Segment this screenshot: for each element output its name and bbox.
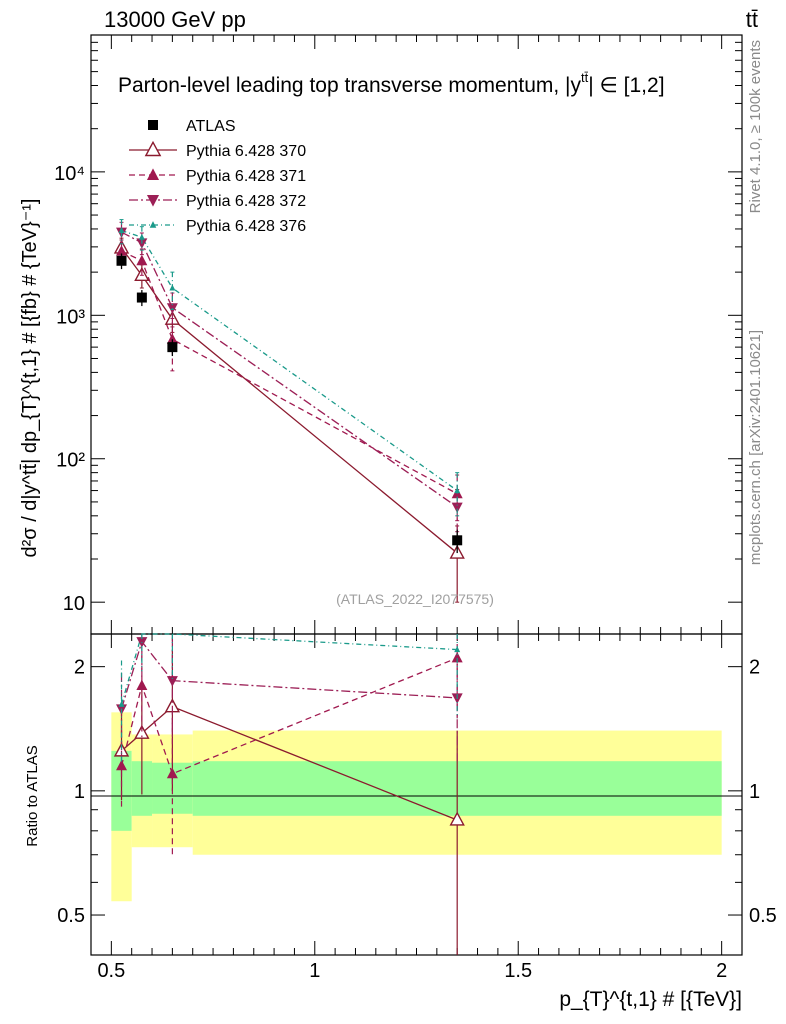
y-tick-label-ratio-left: 2	[74, 657, 85, 679]
data-point	[167, 342, 178, 353]
data-point	[116, 255, 127, 266]
ratio-line-2	[120, 657, 458, 775]
mcplots-label: mcplots.cern.ch [arXiv:2401.10621]	[747, 330, 764, 565]
ratio-point-2	[166, 767, 178, 779]
series-point-2	[116, 245, 128, 256]
x-axis-label: p_{T}^{t,1} # [{TeV}]	[559, 988, 742, 1011]
ratio-point-2	[136, 679, 148, 691]
legend-label-4: Pythia 6.428 376	[186, 218, 306, 235]
legend-label-2: Pythia 6.428 371	[186, 168, 306, 185]
series-point-4	[169, 284, 176, 291]
legend-marker-2	[146, 168, 160, 180]
series-point-2	[136, 254, 148, 266]
main-series-layer	[113, 219, 465, 603]
ratio-point-1	[449, 811, 465, 826]
y-axis-label-main: d²σ / d|y^tt̄| dp_{T}^{t,1} # [{fb} # {T…	[19, 199, 41, 558]
series-line-3	[121, 231, 458, 508]
ratio-series-layer	[113, 633, 465, 955]
ratio-point-1	[134, 724, 150, 739]
ratio-uncertainty-bands	[111, 712, 722, 902]
y-tick-label-main: 10⁴	[54, 163, 85, 185]
ratio-line-4	[120, 633, 458, 705]
y-tick-label-main: 10	[63, 593, 85, 615]
rivet-version-label: Rivet 4.1.0, ≥ 100k events	[747, 40, 764, 213]
y-tick-label-ratio-left: 0.5	[57, 905, 85, 927]
y-tick-label-main: 10²	[56, 450, 85, 472]
y-tick-label-ratio-right: 0.5	[749, 905, 777, 927]
ratio-line-3	[120, 640, 458, 710]
x-tick-label: 2	[716, 960, 727, 982]
x-tick-label: 1.5	[504, 960, 532, 982]
series-point-4	[138, 233, 145, 240]
y-tick-label-ratio-right: 2	[749, 657, 760, 679]
data-point	[136, 292, 147, 303]
axis-ticks: 10 10² 10³ 10⁴ 0.5 0.5 1 1 2 2 0.5 1 1.5 2	[54, 34, 777, 982]
chart-title: Parton-level leading top transverse mome…	[118, 70, 665, 97]
legend-label-3: Pythia 6.428 372	[186, 193, 306, 210]
series-line-2	[121, 250, 458, 495]
series-point-4	[118, 227, 125, 234]
series-point-3	[451, 502, 463, 514]
ratio-point-4	[118, 700, 125, 707]
x-tick-label: 1	[309, 960, 320, 982]
ratio-point-3	[166, 676, 178, 687]
ratio-point-2	[116, 759, 128, 771]
y-tick-label-main: 10³	[56, 306, 85, 328]
legend-marker-data	[148, 120, 158, 130]
y-tick-label-ratio-left: 1	[74, 781, 85, 803]
x-tick-label: 0.5	[97, 960, 125, 982]
y-tick-label-ratio-right: 1	[749, 781, 760, 803]
data-point	[452, 535, 463, 546]
analysis-watermark: (ATLAS_2022_I2077575)	[336, 591, 494, 607]
series-line-4	[121, 229, 458, 492]
legend: ATLAS Pythia 6.428 370 Pythia 6.428 371 Pyt…	[129, 118, 306, 235]
y-axis-label-ratio: Ratio to ATLAS	[24, 745, 41, 846]
ratio-line-1	[121, 705, 458, 821]
energy-label: 13000 GeV pp	[104, 7, 246, 32]
legend-marker-1	[144, 140, 162, 157]
process-label: tt̄	[746, 7, 758, 32]
legend-marker-3	[146, 195, 160, 207]
series-point-4	[454, 487, 461, 494]
series-line-1	[120, 247, 458, 554]
legend-label-data: ATLAS	[186, 118, 236, 135]
ratio-point-4	[454, 646, 461, 653]
legend-marker-4	[149, 221, 157, 228]
legend-label-1: Pythia 6.428 370	[186, 143, 306, 160]
series-point-2	[166, 333, 178, 344]
